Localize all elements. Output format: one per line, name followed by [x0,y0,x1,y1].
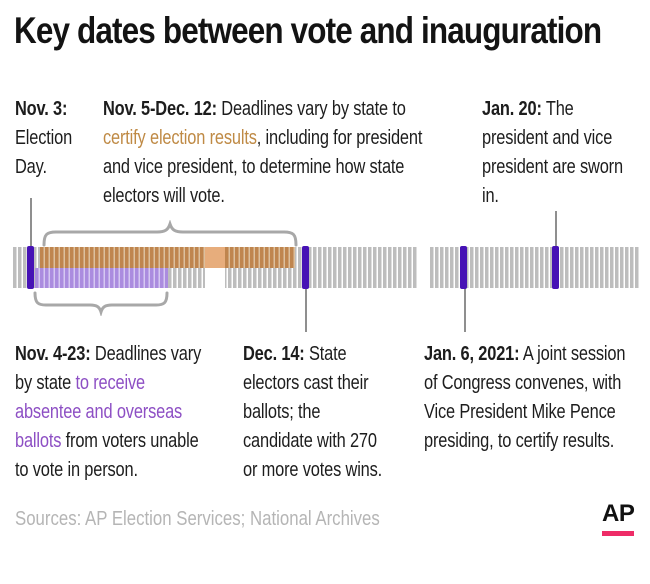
annotation-dec14-text: State electors cast their ballots; the c… [243,343,383,481]
connector-jan20 [555,211,557,247]
marker-jan6 [460,246,467,289]
annotation-nov3-date: Nov. 3: [15,98,68,120]
connector-dec14 [305,288,307,332]
annotation-certify-after: , including for president and vice presi… [103,127,423,207]
annotation-nov3: Nov. 3: Election Day. [15,95,97,182]
annotation-jan6: Jan. 6, 2021: A joint session of Congres… [424,340,636,456]
ap-logo-text: AP [602,500,635,527]
annotation-jan20-text: The president and vice president are swo… [482,98,623,207]
timeline-break-gap [205,268,225,288]
ap-logo: AP [602,500,636,536]
band-certify-period [40,247,295,268]
brace-absentee-range [33,291,169,316]
marker-dec14 [302,246,309,289]
annotation-certify-date: Nov. 5-Dec. 12: [103,98,217,120]
annotation-absentee-before: Deadlines vary by state [15,343,202,394]
annotation-certify-before: Deadlines vary by state to [216,98,406,120]
annotation-jan20: Jan. 20: The president and vice presiden… [482,95,623,211]
annotation-absentee-highlight: to receive absentee and overseas ballots [15,372,183,452]
annotation-dec14: Dec. 14: State electors cast their ballo… [243,340,394,485]
timeline-break-orange [205,247,225,268]
page-title: Key dates between vote and inauguration [14,10,602,51]
annotation-nov3-text: Election Day. [15,127,73,178]
sources-text: Sources: AP Election Services; National … [15,508,380,530]
marker-jan20 [552,246,559,289]
annotation-jan6-date: Jan. 6, 2021: [424,343,520,365]
brace-certification-range [42,220,298,247]
connector-jan6 [464,288,466,332]
annotation-jan6-text: A joint session of Congress convenes, wi… [424,343,626,452]
annotation-absentee-date: Nov. 4-23: [15,343,91,365]
connector-nov3 [30,198,32,247]
annotation-absentee: Nov. 4-23: Deadlines vary by state to re… [15,340,205,485]
annotation-dec14-date: Dec. 14: [243,343,305,365]
band-absentee-period [35,268,168,288]
annotation-absentee-after: from voters unable to vote in person. [15,430,199,481]
ap-logo-underline [602,531,634,536]
annotation-certify: Nov. 5-Dec. 12: Deadlines vary by state … [103,95,433,211]
annotation-jan20-date: Jan. 20: [482,98,542,120]
annotation-certify-highlight: certify election results [103,127,257,149]
marker-nov3 [27,246,34,289]
